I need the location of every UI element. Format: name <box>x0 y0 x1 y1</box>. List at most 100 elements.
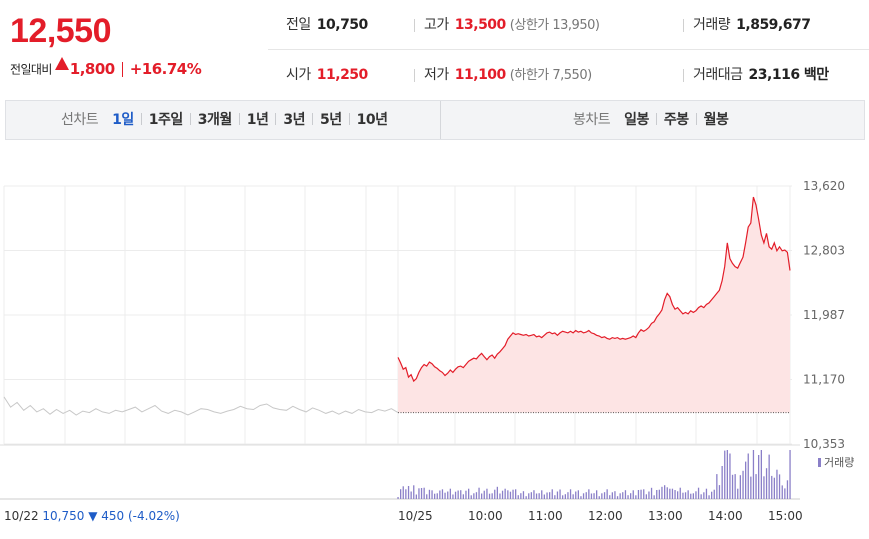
volume-bar <box>679 487 681 499</box>
volume-bar <box>410 491 412 499</box>
volume-bar <box>784 488 786 499</box>
current-session-line <box>397 196 791 383</box>
candle-period-option-2[interactable]: 주봉 <box>663 112 689 128</box>
volume-bar <box>614 491 616 499</box>
volume-bar <box>664 485 666 499</box>
volume-bar <box>517 495 519 499</box>
volume-bar <box>520 493 522 499</box>
prev-day-close: 10,750 <box>39 509 85 523</box>
line-period-option-7[interactable]: 10년 <box>356 112 388 128</box>
y-tick-label-1: 12,803 <box>803 244 845 258</box>
volume-bar <box>705 488 708 499</box>
volume-bar <box>515 489 517 499</box>
volume-bar <box>413 485 415 499</box>
volume-bar <box>658 489 660 499</box>
volume-bar <box>606 489 608 499</box>
volume-bar <box>483 490 485 499</box>
candle-period-option-1[interactable]: 일봉 <box>624 112 649 128</box>
prev-day-percent: (-4.02%) <box>124 509 180 523</box>
volume-bar <box>711 491 713 499</box>
current-session-area <box>398 197 790 413</box>
option-separator <box>348 113 350 125</box>
volume-bar <box>742 470 744 499</box>
volume-bar <box>713 489 715 499</box>
info-row-2: 시가 11,250 저가 11,100 (하한가 7,550) 거래대금 23,116 … <box>268 50 869 100</box>
line-period-option-2[interactable]: 1주일 <box>148 112 184 128</box>
volume-bar <box>577 490 579 499</box>
volume-bar <box>431 490 433 499</box>
volume-bar <box>533 490 535 499</box>
volume-legend-label: 거래량 <box>824 456 854 469</box>
line-period-option-5[interactable]: 3년 <box>283 112 306 128</box>
volume-bar <box>530 492 532 499</box>
volume-bar <box>716 474 718 499</box>
volume-bar <box>773 477 775 499</box>
option-separator <box>189 113 191 125</box>
volume-bar <box>765 468 768 499</box>
change-divider <box>121 61 123 77</box>
volume-bar <box>729 453 731 499</box>
volume-bar <box>478 487 480 499</box>
volume-bar <box>778 474 781 499</box>
volume-bar <box>415 494 417 499</box>
volume-bar <box>488 493 491 499</box>
line-period-option-3[interactable]: 3개월 <box>197 112 233 128</box>
volume-bar <box>541 490 543 499</box>
volume-bar <box>616 496 619 499</box>
volume-bar <box>593 493 595 499</box>
volume-bar <box>700 494 702 499</box>
volume-bar <box>768 454 770 499</box>
line-chart-label: 선차트 <box>61 112 99 128</box>
volume-bar <box>572 494 574 499</box>
volume-bar <box>763 476 765 499</box>
volume-bar <box>731 474 734 499</box>
period-selector-bar: 선차트 1일 1주일 3개월 1년 3년 5년 10년 봉차트 일봉 주봉 월봉 <box>5 100 865 140</box>
volume-bar <box>635 495 637 499</box>
volume-bar <box>564 494 566 499</box>
current-price: 12,550 <box>10 12 112 50</box>
high-cell: 고가 13,500 (상한가 13,950) <box>413 0 600 50</box>
volume-bars <box>397 450 791 499</box>
x-tick-label-6: 14:00 <box>708 509 743 523</box>
volume-bar <box>755 474 757 499</box>
volume-bar <box>528 493 530 499</box>
volume-bar <box>436 493 438 499</box>
quote-panel: 12,550 전일대비 1,800 +16.74% 전일 10,750 고가 13,… <box>0 0 869 100</box>
volume-bar <box>697 487 700 499</box>
option-separator <box>312 113 314 125</box>
volume-bar <box>758 455 760 499</box>
upper-limit: (상한가 13,950) <box>509 18 600 33</box>
volume-bar <box>447 491 449 499</box>
volume-bar <box>666 487 668 499</box>
volume-bar <box>585 492 587 499</box>
volume-bar <box>522 491 525 499</box>
volume-bar <box>630 493 632 499</box>
low-cell: 저가 11,100 (하한가 7,550) <box>414 50 592 100</box>
volume-bar <box>509 491 512 499</box>
volume-bar <box>580 496 582 499</box>
volume-bar <box>745 461 747 499</box>
line-period-option-6[interactable]: 5년 <box>320 112 342 128</box>
candle-period-option-3[interactable]: 월봉 <box>703 112 729 128</box>
volume-bar <box>771 475 773 499</box>
volume-bar <box>776 469 778 499</box>
intraday-price-chart: 13,620 12,803 11,987 11,170 10,353 거래량 10/25 10… <box>0 179 854 523</box>
line-period-option-1[interactable]: 1일 <box>112 112 134 128</box>
open-label: 시가 <box>286 67 311 83</box>
volume-label: 거래량 <box>693 17 731 33</box>
volume-bar <box>724 450 726 499</box>
volume-bar <box>454 491 457 499</box>
volume-bar <box>434 493 436 499</box>
volume-bar <box>418 488 420 499</box>
volume-bar <box>789 450 791 499</box>
volume-bar <box>603 492 606 499</box>
volume-bar <box>491 493 493 499</box>
volume-bar <box>535 493 538 499</box>
info-row-1: 전일 10,750 고가 13,500 (상한가 13,950) 거래량 1,859,6… <box>268 0 869 50</box>
volume-bar <box>622 492 624 499</box>
volume-bar <box>752 450 755 499</box>
volume-bar <box>567 492 569 499</box>
volume-bar <box>760 450 762 499</box>
line-period-option-4[interactable]: 1년 <box>246 112 269 128</box>
volume-bar <box>494 489 496 499</box>
